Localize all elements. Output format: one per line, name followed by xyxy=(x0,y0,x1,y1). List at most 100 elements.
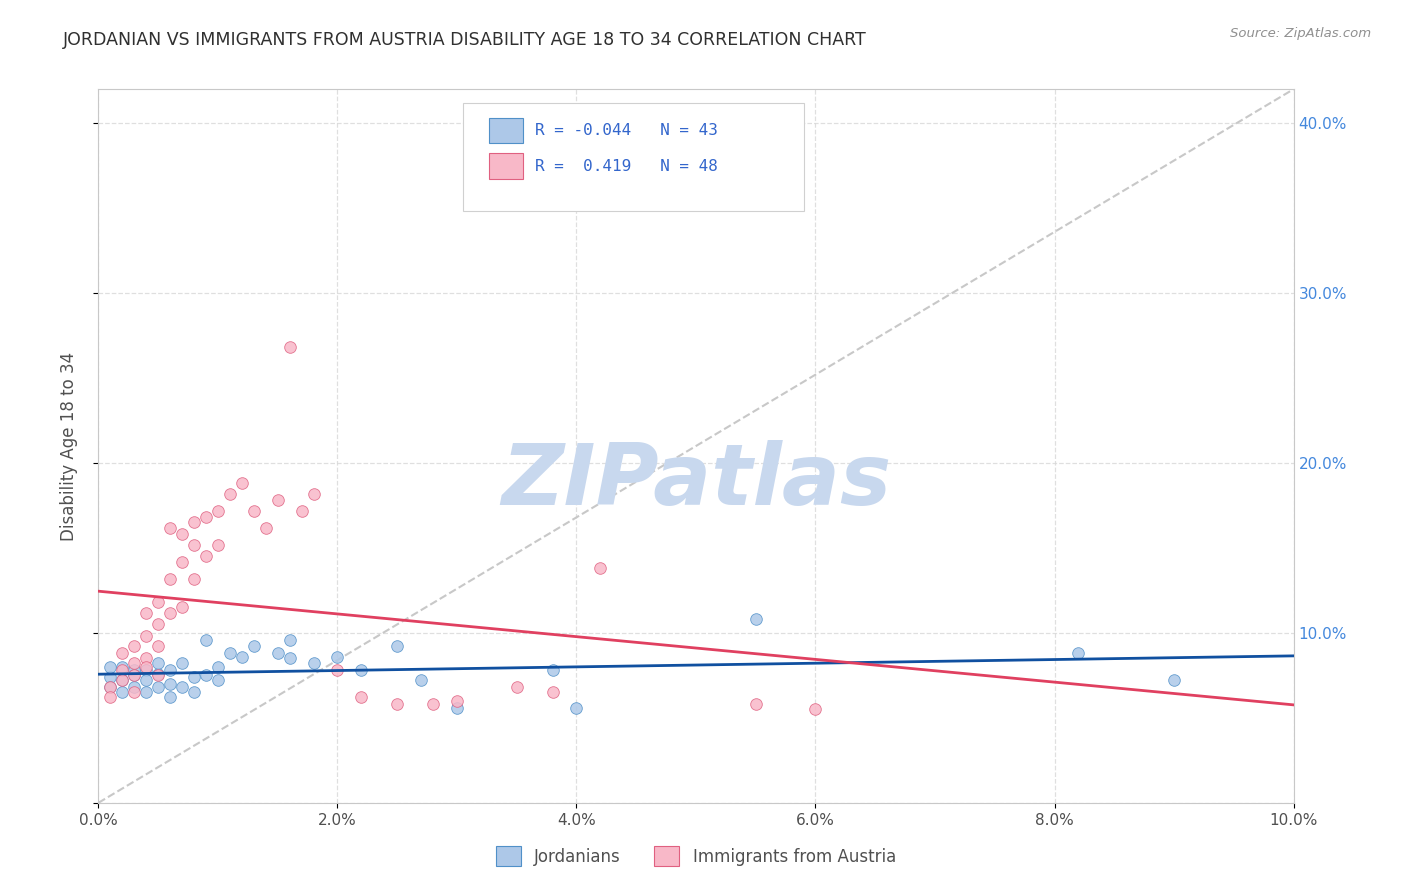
Point xyxy=(159,520,181,534)
Point xyxy=(350,690,373,705)
Point xyxy=(124,668,146,682)
Point xyxy=(195,549,218,564)
Point xyxy=(124,663,146,677)
Point xyxy=(111,673,134,688)
Point xyxy=(326,649,349,664)
Point xyxy=(124,685,146,699)
Point xyxy=(159,677,181,691)
Point xyxy=(1163,673,1185,688)
Point xyxy=(148,617,170,632)
Point xyxy=(98,670,122,684)
Point xyxy=(385,698,409,712)
Point xyxy=(541,663,564,677)
Point xyxy=(159,572,181,586)
Point xyxy=(159,663,181,677)
Point xyxy=(446,694,468,708)
Point xyxy=(183,670,205,684)
Point xyxy=(111,673,134,688)
Point xyxy=(183,537,205,551)
Point xyxy=(207,673,229,688)
Point xyxy=(135,673,157,688)
Bar xyxy=(489,153,523,179)
Point xyxy=(541,685,564,699)
Point xyxy=(326,663,349,677)
Point xyxy=(172,527,194,541)
Point xyxy=(302,657,325,671)
Point xyxy=(135,663,157,677)
Point xyxy=(291,503,314,517)
Point xyxy=(98,660,122,674)
Point xyxy=(148,640,170,654)
Point xyxy=(207,537,229,551)
Y-axis label: Disability Age 18 to 34: Disability Age 18 to 34 xyxy=(59,351,77,541)
Point xyxy=(219,646,242,660)
Point xyxy=(124,680,146,694)
Point xyxy=(111,663,134,677)
Legend: Jordanians, Immigrants from Austria: Jordanians, Immigrants from Austria xyxy=(489,839,903,873)
Point xyxy=(350,663,373,677)
Text: R =  0.419   N = 48: R = 0.419 N = 48 xyxy=(534,159,717,174)
Point xyxy=(231,476,253,491)
Point xyxy=(411,673,433,688)
Point xyxy=(135,629,157,643)
Point xyxy=(148,666,170,681)
Point xyxy=(124,657,146,671)
Point xyxy=(183,516,205,530)
Point xyxy=(219,486,242,500)
Point xyxy=(207,503,229,517)
Point xyxy=(159,606,181,620)
Point xyxy=(745,612,768,626)
Point xyxy=(385,640,409,654)
Point xyxy=(183,685,205,699)
Point xyxy=(172,600,194,615)
Point xyxy=(111,685,134,699)
Point xyxy=(278,632,301,647)
Point xyxy=(183,572,205,586)
Point xyxy=(446,700,468,714)
Point xyxy=(1067,646,1090,660)
Point xyxy=(148,595,170,609)
Point xyxy=(98,680,122,694)
Point xyxy=(207,660,229,674)
Point xyxy=(172,680,194,694)
Point xyxy=(172,555,194,569)
Text: JORDANIAN VS IMMIGRANTS FROM AUSTRIA DISABILITY AGE 18 TO 34 CORRELATION CHART: JORDANIAN VS IMMIGRANTS FROM AUSTRIA DIS… xyxy=(63,31,868,49)
Text: ZIPatlas: ZIPatlas xyxy=(501,440,891,524)
Text: R = -0.044   N = 43: R = -0.044 N = 43 xyxy=(534,123,717,138)
Point xyxy=(135,685,157,699)
Point xyxy=(231,649,253,664)
Point xyxy=(243,503,266,517)
Point xyxy=(159,690,181,705)
Point xyxy=(195,510,218,524)
Point xyxy=(804,702,827,716)
Point xyxy=(195,632,218,647)
Point xyxy=(111,660,134,674)
FancyBboxPatch shape xyxy=(463,103,804,211)
Point xyxy=(98,690,122,705)
Point xyxy=(124,640,146,654)
Point xyxy=(135,606,157,620)
Point xyxy=(589,561,612,575)
Point xyxy=(124,668,146,682)
Point xyxy=(302,486,325,500)
Point xyxy=(148,657,170,671)
Point xyxy=(565,700,588,714)
Point xyxy=(98,680,122,694)
Point xyxy=(267,646,290,660)
Point xyxy=(254,520,277,534)
Point xyxy=(506,680,529,694)
Point xyxy=(135,660,157,674)
Point xyxy=(111,646,134,660)
Point xyxy=(745,698,768,712)
Point xyxy=(195,668,218,682)
Point xyxy=(422,698,444,712)
Point xyxy=(243,640,266,654)
Bar xyxy=(489,118,523,144)
Point xyxy=(278,651,301,665)
Point xyxy=(135,651,157,665)
Point xyxy=(148,680,170,694)
Point xyxy=(267,493,290,508)
Point xyxy=(172,657,194,671)
Text: Source: ZipAtlas.com: Source: ZipAtlas.com xyxy=(1230,27,1371,40)
Point xyxy=(148,668,170,682)
